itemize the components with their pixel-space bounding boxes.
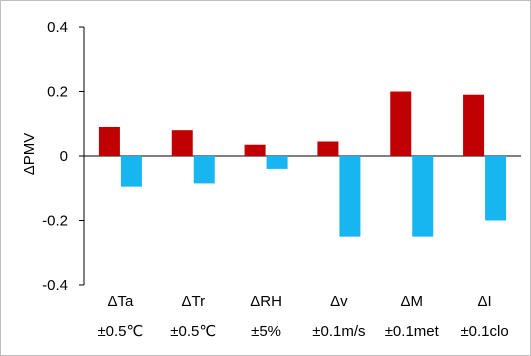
category-label: ΔTr <box>181 293 205 310</box>
y-tick-label: -0.4 <box>42 277 68 294</box>
bar-series2-0 <box>120 156 142 187</box>
category-sublabel: ±0.5℃ <box>170 323 216 340</box>
category-label: ΔTa <box>107 293 134 310</box>
y-tick-label: 0.2 <box>47 84 68 101</box>
bar-series2-3 <box>339 156 361 237</box>
category-label: ΔRH <box>250 293 282 310</box>
category-label: ΔM <box>400 293 423 310</box>
category-sublabel: ±0.5℃ <box>97 323 143 340</box>
category-label: Δv <box>330 293 348 310</box>
category-label: ΔI <box>477 293 491 310</box>
bar-series2-1 <box>193 156 215 184</box>
y-tick-label: 0 <box>60 148 68 165</box>
bar-series1-0 <box>98 126 120 156</box>
category-sublabel: ±0.1m/s <box>312 323 365 340</box>
bar-series1-1 <box>171 130 193 156</box>
bar-series1-5 <box>463 94 485 156</box>
y-axis-title: ΔPMV <box>21 133 38 176</box>
bar-series2-5 <box>485 156 507 221</box>
category-sublabel: ±5% <box>251 323 281 340</box>
bar-series1-4 <box>390 91 412 156</box>
bar-series1-3 <box>317 141 339 156</box>
bar-series2-2 <box>266 156 288 169</box>
category-sublabel: ±0.1met <box>385 323 440 340</box>
y-tick-label: 0.4 <box>47 19 68 36</box>
bar-series2-4 <box>412 156 434 237</box>
bar-series1-2 <box>244 144 266 156</box>
category-sublabel: ±0.1clo <box>460 323 508 340</box>
y-tick-label: -0.2 <box>42 213 68 230</box>
